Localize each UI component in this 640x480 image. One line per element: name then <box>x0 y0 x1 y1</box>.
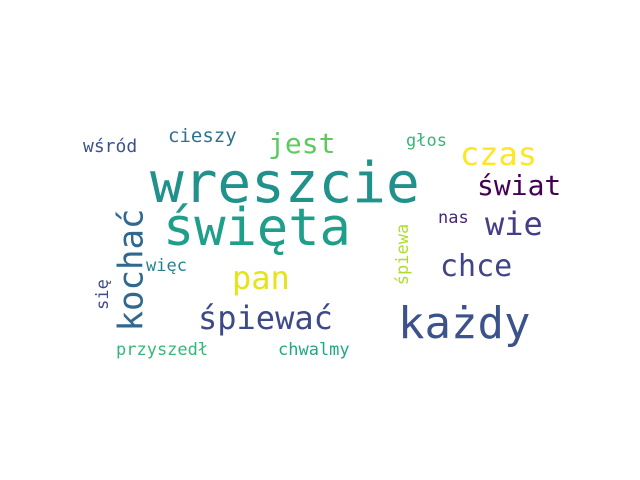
word-nas: nas <box>438 208 469 228</box>
word-chce: chce <box>440 249 513 284</box>
word-wsrod: wśród <box>83 136 138 157</box>
word-kochac: kochać <box>111 208 152 332</box>
word-glos: głos <box>406 131 447 151</box>
word-swieta: święta <box>163 198 351 258</box>
word-czas: czas <box>460 135 538 173</box>
word-pan: pan <box>232 259 290 297</box>
word-wie: wie <box>485 205 543 243</box>
word-cieszy: cieszy <box>168 125 237 147</box>
word-spiewa: śpiewa <box>393 223 414 286</box>
word-przyszedl: przyszedł <box>116 340 209 360</box>
word-kazdy: każdy <box>398 298 531 349</box>
word-swiat: świat <box>477 169 562 202</box>
word-jest: jest <box>268 127 336 160</box>
word-sie: się <box>92 279 113 310</box>
word-wreszcie: wreszcie <box>150 151 420 216</box>
word-wiec: więc <box>146 256 187 276</box>
word-chwalmy: chwalmy <box>278 340 350 360</box>
word-spiewac: śpiewać <box>198 299 333 337</box>
